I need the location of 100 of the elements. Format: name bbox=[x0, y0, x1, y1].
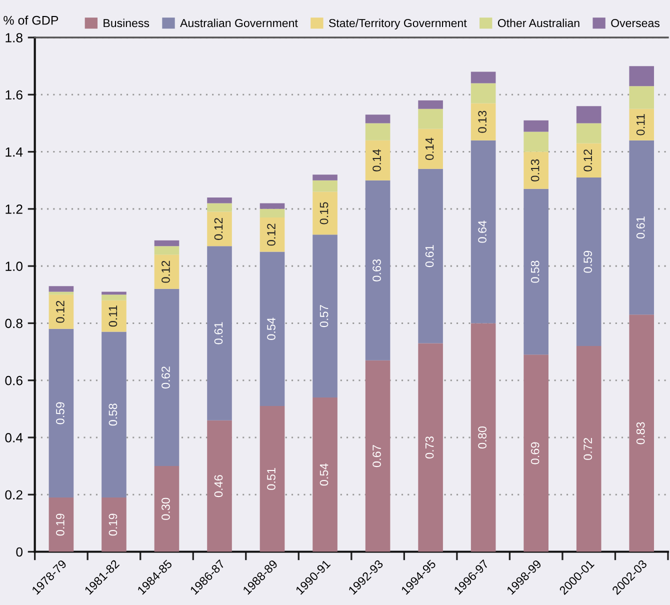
data-label: 0.57 bbox=[320, 305, 328, 328]
bar bbox=[207, 198, 232, 204]
bar bbox=[207, 246, 232, 420]
bar bbox=[576, 178, 602, 346]
bar bbox=[102, 294, 126, 300]
bar bbox=[207, 212, 232, 246]
data-label: 0.12 bbox=[267, 224, 276, 246]
data-label: 0.54 bbox=[320, 463, 328, 486]
bar bbox=[260, 406, 285, 552]
bar bbox=[629, 66, 654, 86]
bar bbox=[470, 83, 496, 104]
data-label: 0.12 bbox=[56, 300, 64, 323]
bar bbox=[48, 294, 74, 329]
bar bbox=[524, 188, 548, 355]
bar bbox=[154, 240, 180, 246]
bar bbox=[260, 208, 285, 218]
bar bbox=[576, 123, 602, 144]
bar bbox=[154, 466, 180, 552]
y-tick-label: 1.8 bbox=[6, 33, 22, 42]
data-label: 0.61 bbox=[636, 216, 645, 239]
data-label: 0.46 bbox=[214, 475, 223, 498]
bar bbox=[470, 140, 496, 324]
bar bbox=[312, 234, 338, 398]
bar bbox=[418, 100, 443, 109]
bar bbox=[418, 343, 443, 552]
data-label: 0.54 bbox=[267, 318, 276, 340]
data-label: 0.61 bbox=[425, 245, 434, 268]
y-tick-label: 0 bbox=[16, 547, 23, 557]
bar bbox=[312, 174, 338, 180]
bar bbox=[48, 328, 74, 498]
y-tick-label: 0.2 bbox=[5, 490, 22, 500]
bar bbox=[207, 203, 232, 212]
legend-label: Australian Government bbox=[180, 18, 298, 28]
bar bbox=[312, 397, 338, 552]
bar bbox=[154, 288, 180, 466]
bar bbox=[312, 180, 338, 192]
y-tick-label: 1.4 bbox=[6, 147, 23, 157]
bar bbox=[365, 180, 390, 360]
bar bbox=[260, 203, 285, 209]
bar bbox=[524, 132, 548, 152]
bar bbox=[524, 354, 548, 552]
bar bbox=[260, 252, 285, 406]
bar bbox=[102, 300, 126, 332]
data-label: 0.19 bbox=[108, 514, 118, 536]
bar bbox=[629, 140, 654, 315]
bar bbox=[470, 72, 496, 84]
bar bbox=[207, 420, 232, 552]
data-label: 0.61 bbox=[214, 322, 223, 344]
data-label: 0.67 bbox=[372, 445, 381, 468]
bar bbox=[154, 254, 180, 289]
bar bbox=[365, 360, 390, 552]
data-label: 0.19 bbox=[56, 514, 64, 536]
legend-label: State/Territory Government bbox=[328, 18, 467, 30]
data-label: 0.15 bbox=[320, 202, 328, 224]
data-label: 0.30 bbox=[162, 498, 170, 520]
data-label: 0.80 bbox=[478, 426, 486, 449]
data-label: 0.13 bbox=[530, 159, 540, 182]
data-label: 0.63 bbox=[372, 259, 381, 282]
bar bbox=[418, 128, 443, 169]
y-tick-label: 0.6 bbox=[5, 376, 22, 386]
bar bbox=[102, 497, 126, 552]
y-axis-title: % of GDP bbox=[4, 16, 58, 25]
bar bbox=[629, 314, 654, 552]
data-label: 0.14 bbox=[425, 138, 434, 160]
legend-label: Other Australian bbox=[498, 18, 580, 28]
bar bbox=[154, 246, 180, 255]
y-tick-label: 0.4 bbox=[5, 433, 23, 442]
bar bbox=[365, 123, 390, 140]
bar bbox=[48, 497, 74, 552]
legend-label: Overseas bbox=[611, 19, 660, 28]
data-label: 0.13 bbox=[478, 110, 486, 133]
bar bbox=[470, 323, 496, 552]
bar bbox=[260, 217, 285, 252]
bar bbox=[102, 332, 126, 498]
y-tick-label: 1.6 bbox=[6, 90, 22, 100]
bar bbox=[418, 168, 443, 344]
data-label: 0.12 bbox=[162, 260, 170, 283]
y-tick-label: 0.8 bbox=[5, 318, 22, 328]
bar bbox=[524, 152, 548, 189]
bar bbox=[576, 143, 602, 178]
data-label: 0.83 bbox=[636, 422, 645, 444]
data-label: 0.11 bbox=[108, 306, 118, 327]
data-label: 0.62 bbox=[162, 366, 170, 389]
legend-label: Business bbox=[104, 18, 150, 28]
data-label: 0.72 bbox=[584, 438, 592, 460]
bar bbox=[365, 114, 390, 124]
data-label: 0.59 bbox=[584, 250, 592, 273]
bar bbox=[629, 108, 654, 140]
y-tick-label: 1.0 bbox=[6, 262, 23, 271]
data-label: 0.58 bbox=[108, 404, 118, 426]
data-label: 0.69 bbox=[530, 442, 540, 464]
data-label: 0.58 bbox=[530, 260, 540, 283]
y-tick-label: 1.2 bbox=[6, 204, 22, 214]
bar bbox=[470, 103, 496, 140]
data-label: 0.64 bbox=[478, 220, 486, 243]
bar bbox=[629, 86, 654, 109]
data-label: 0.14 bbox=[372, 149, 381, 172]
bar bbox=[312, 192, 338, 235]
data-label: 0.59 bbox=[56, 402, 64, 424]
data-label: 0.12 bbox=[584, 149, 592, 172]
